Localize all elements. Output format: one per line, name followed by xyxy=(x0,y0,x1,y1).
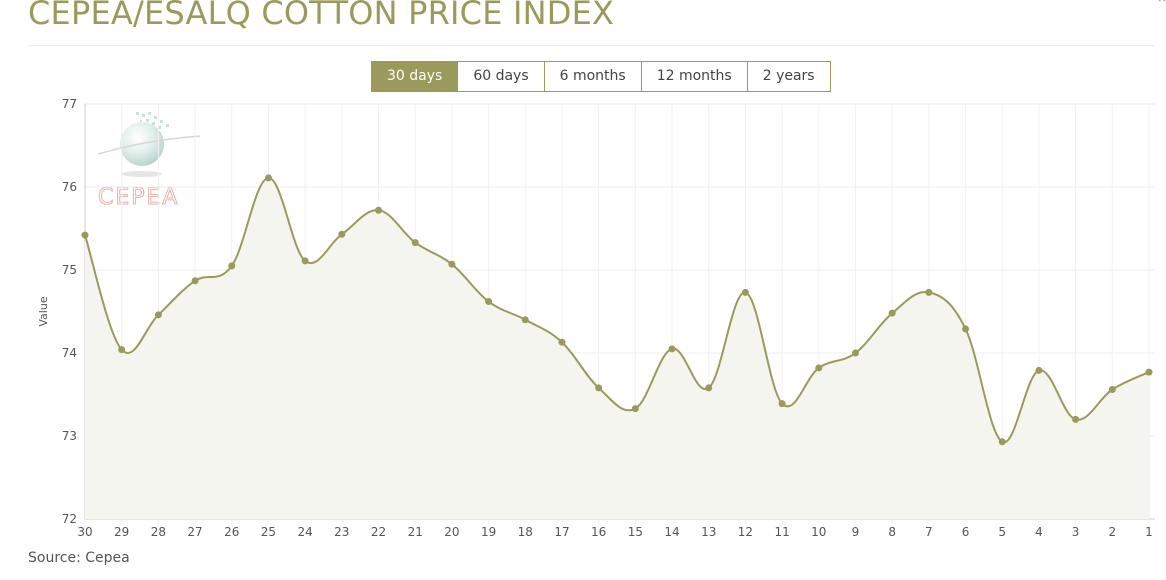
series-area xyxy=(85,177,1149,520)
x-tick-label: 10 xyxy=(811,525,826,539)
x-tick-label: 19 xyxy=(481,525,496,539)
tab-2-years[interactable]: 2 years xyxy=(746,62,830,91)
x-tick-label: 1 xyxy=(1145,525,1153,539)
x-tick-label: 23 xyxy=(334,525,349,539)
x-tick-label: 8 xyxy=(888,525,896,539)
x-tick-label: 3 xyxy=(1072,525,1080,539)
x-tick-label: 11 xyxy=(774,525,789,539)
data-point[interactable] xyxy=(411,239,419,247)
title-divider xyxy=(28,45,1154,46)
x-tick-label: 22 xyxy=(371,525,386,539)
cepea-logo-watermark: CEPEA xyxy=(98,112,201,210)
data-point[interactable] xyxy=(81,231,89,239)
data-point[interactable] xyxy=(154,311,162,319)
data-point[interactable] xyxy=(925,288,933,296)
x-tick-label: 16 xyxy=(591,525,606,539)
data-point[interactable] xyxy=(741,288,749,296)
x-tick-label: 7 xyxy=(925,525,933,539)
tab-60-days[interactable]: 60 days xyxy=(457,62,544,91)
y-tick-label: 76 xyxy=(62,180,77,194)
x-tick-label: 5 xyxy=(998,525,1006,539)
x-tick-label: 21 xyxy=(408,525,423,539)
data-point[interactable] xyxy=(888,309,896,317)
x-tick-label: 28 xyxy=(151,525,166,539)
tab-30-days[interactable]: 30 days xyxy=(372,62,458,91)
x-tick-label: 20 xyxy=(444,525,459,539)
x-tick-label: 18 xyxy=(518,525,533,539)
x-tick-label: 2 xyxy=(1108,525,1116,539)
x-tick-label: 14 xyxy=(664,525,679,539)
x-tick-label: 4 xyxy=(1035,525,1043,539)
y-tick-label: 72 xyxy=(62,512,77,526)
x-tick-label: 26 xyxy=(224,525,239,539)
data-point[interactable] xyxy=(448,260,456,268)
tab-6-months[interactable]: 6 months xyxy=(543,62,641,91)
data-point[interactable] xyxy=(595,384,603,392)
data-point[interactable] xyxy=(705,384,713,392)
data-point[interactable] xyxy=(1072,415,1080,423)
data-point[interactable] xyxy=(668,345,676,353)
y-axis-label: Value xyxy=(37,296,50,326)
range-tabs: 30 days 60 days 6 months 12 months 2 yea… xyxy=(371,61,831,92)
data-point[interactable] xyxy=(375,206,383,214)
tab-12-months[interactable]: 12 months xyxy=(640,62,747,91)
x-tick-label: 13 xyxy=(701,525,716,539)
data-point[interactable] xyxy=(338,230,346,238)
x-tick-label: 24 xyxy=(297,525,312,539)
x-tick-label: 29 xyxy=(114,525,129,539)
x-tick-label: 9 xyxy=(852,525,860,539)
x-tick-label: 30 xyxy=(77,525,92,539)
data-point[interactable] xyxy=(191,277,199,285)
y-tick-label: 77 xyxy=(62,97,77,111)
data-point[interactable] xyxy=(1108,386,1116,394)
data-point[interactable] xyxy=(118,346,126,354)
data-point[interactable] xyxy=(778,400,786,408)
data-point[interactable] xyxy=(815,364,823,372)
x-tick-label: 17 xyxy=(554,525,569,539)
source-note: Source: Cepea xyxy=(28,550,130,566)
data-point[interactable] xyxy=(301,257,309,265)
data-point[interactable] xyxy=(1145,368,1153,376)
x-tick-label: 6 xyxy=(962,525,970,539)
x-tick-label: 15 xyxy=(628,525,643,539)
y-tick-label: 74 xyxy=(62,346,77,360)
y-tick-label: 73 xyxy=(62,429,77,443)
page-title: CEPEA/ESALQ COTTON PRICE INDEX xyxy=(28,0,615,32)
data-point[interactable] xyxy=(851,349,859,357)
data-point[interactable] xyxy=(521,316,529,324)
x-tick-label: 27 xyxy=(187,525,202,539)
data-point[interactable] xyxy=(962,325,970,333)
data-point[interactable] xyxy=(485,298,493,306)
data-point[interactable] xyxy=(1035,366,1043,374)
data-point[interactable] xyxy=(264,174,272,182)
watermark-text: CEPEA xyxy=(98,185,179,210)
data-point[interactable] xyxy=(631,405,639,413)
data-point[interactable] xyxy=(228,262,236,270)
x-tick-label: 12 xyxy=(738,525,753,539)
y-tick-label: 75 xyxy=(62,263,77,277)
data-point[interactable] xyxy=(558,338,566,346)
data-point[interactable] xyxy=(998,438,1006,446)
x-tick-label: 25 xyxy=(261,525,276,539)
close-icon[interactable]: × xyxy=(1158,0,1166,5)
